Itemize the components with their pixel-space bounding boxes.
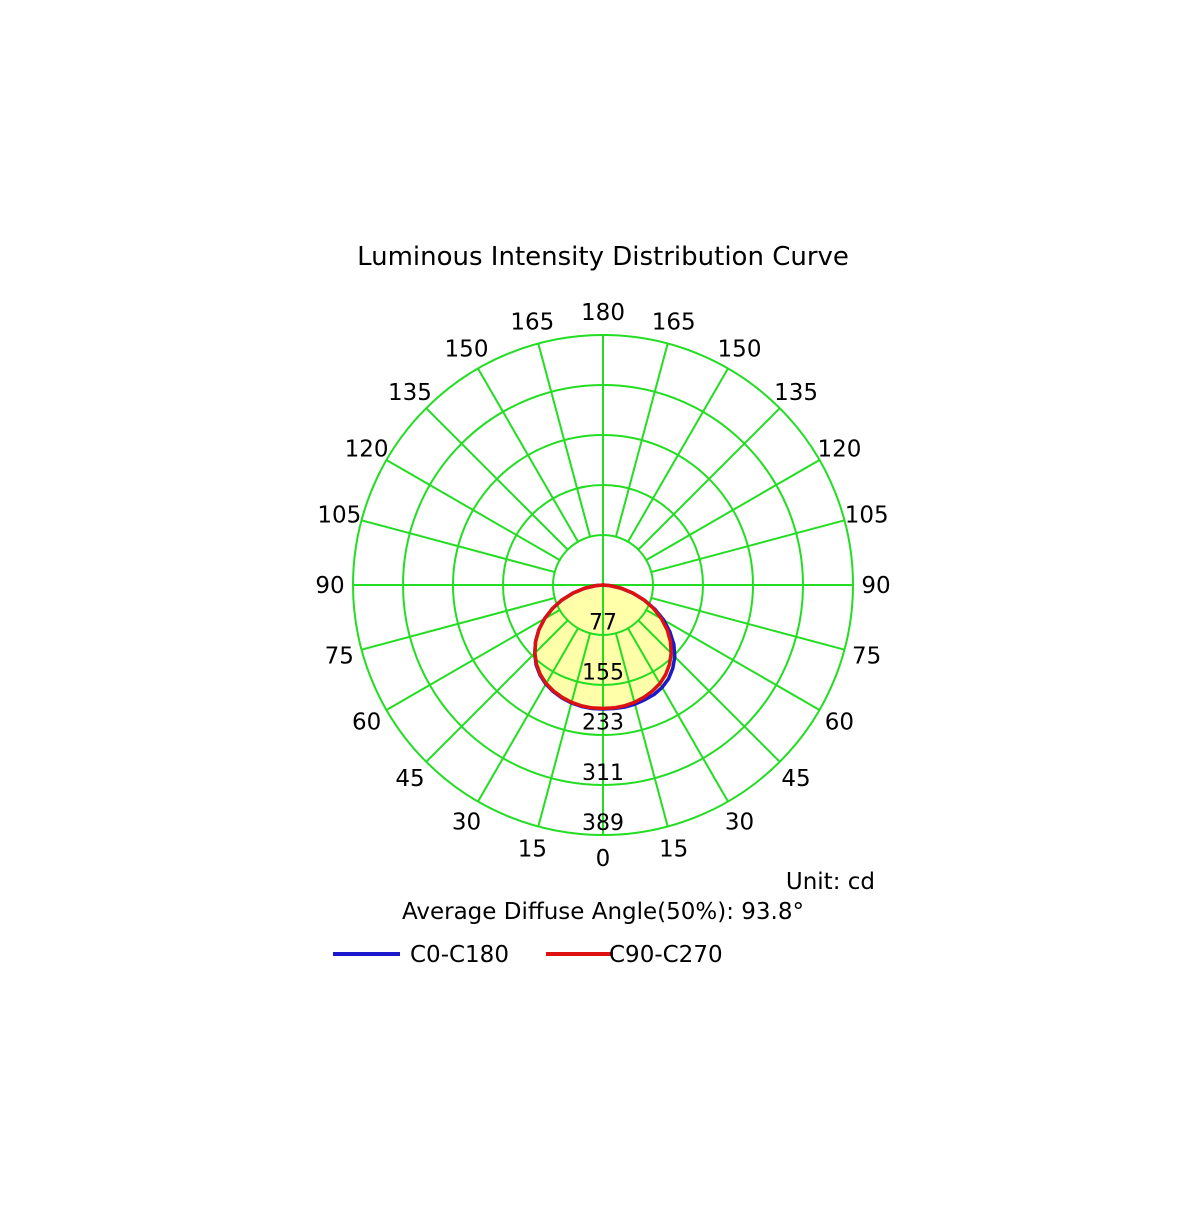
series-curve-1 — [533, 583, 673, 711]
angle-tick-label: 45 — [781, 766, 810, 792]
legend-label: C90-C270 — [609, 942, 723, 968]
angle-tick-label: 180 — [581, 300, 625, 326]
angle-tick-label: 90 — [315, 573, 344, 599]
angle-tick-label: 120 — [817, 437, 861, 463]
angle-tick-label: 105 — [845, 502, 889, 528]
grid-spoke — [361, 596, 556, 651]
grid-spoke — [636, 618, 781, 763]
legend-label: C0-C180 — [410, 942, 509, 968]
radial-tick-label: 77 — [589, 610, 617, 635]
angle-tick-label: 0 — [596, 846, 611, 872]
grid-spoke — [385, 459, 562, 562]
angle-tick-label: 90 — [861, 573, 890, 599]
radial-tick-label: 311 — [582, 761, 624, 786]
legend: C0-C180 C90-C270 — [333, 942, 723, 968]
radial-labels: 77 155 233 311 389 — [582, 610, 624, 836]
angle-tick-label: 105 — [317, 502, 361, 528]
angle-tick-label: 150 — [445, 337, 489, 363]
average-diffuse-angle: Average Diffuse Angle(50%): 93.8° — [402, 899, 804, 925]
grid-spoke — [537, 343, 592, 538]
grid-spoke — [425, 407, 570, 552]
grid-spoke — [361, 519, 556, 574]
grid-spoke — [636, 407, 781, 552]
angle-tick-label: 45 — [395, 766, 424, 792]
grid-spoke — [537, 632, 592, 827]
angle-tick-label: 135 — [388, 380, 432, 406]
unit-label: Unit: cd — [786, 869, 875, 895]
angle-tick-label: 60 — [352, 710, 381, 736]
angle-tick-label: 75 — [325, 644, 354, 670]
grid-spoke — [477, 367, 580, 544]
grid-spoke — [425, 618, 570, 763]
angle-tick-label: 60 — [825, 710, 854, 736]
grid-spoke — [477, 626, 580, 803]
radial-tick-label: 389 — [582, 811, 624, 836]
angle-tick-label: 165 — [652, 309, 696, 335]
grid-spoke — [614, 632, 669, 827]
polar-grid — [352, 334, 854, 836]
grid-spoke — [644, 608, 821, 711]
angle-tick-label: 30 — [725, 809, 754, 835]
angle-tick-label: 165 — [510, 309, 554, 335]
radial-tick-label: 233 — [582, 711, 624, 736]
grid-spoke — [385, 608, 562, 711]
radial-tick-label: 155 — [582, 661, 624, 686]
grid-spoke — [650, 519, 845, 574]
angle-tick-label: 135 — [774, 380, 818, 406]
angle-tick-label: 30 — [452, 809, 481, 835]
grid-spoke — [626, 367, 729, 544]
angle-tick-label: 15 — [518, 837, 547, 863]
angle-tick-label: 150 — [718, 337, 762, 363]
angle-tick-label: 15 — [659, 837, 688, 863]
angle-tick-label: 75 — [852, 644, 881, 670]
grid-spoke — [644, 459, 821, 562]
grid-spoke — [626, 626, 729, 803]
grid-spoke — [650, 596, 845, 651]
intensity-curves — [533, 583, 677, 711]
grid-spoke — [614, 343, 669, 538]
angle-tick-label: 120 — [345, 437, 389, 463]
chart-title: Luminous Intensity Distribution Curve — [357, 242, 849, 272]
